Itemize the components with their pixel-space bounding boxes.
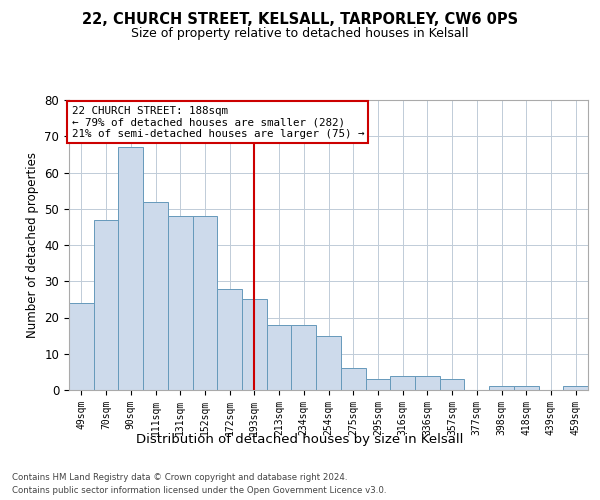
Bar <box>118 147 143 390</box>
Bar <box>217 288 242 390</box>
Y-axis label: Number of detached properties: Number of detached properties <box>26 152 39 338</box>
Bar <box>267 325 292 390</box>
Bar <box>242 300 267 390</box>
Bar <box>143 202 168 390</box>
Bar <box>94 220 118 390</box>
Text: Contains public sector information licensed under the Open Government Licence v3: Contains public sector information licen… <box>12 486 386 495</box>
Bar <box>440 379 464 390</box>
Text: 22 CHURCH STREET: 188sqm
← 79% of detached houses are smaller (282)
21% of semi-: 22 CHURCH STREET: 188sqm ← 79% of detach… <box>71 106 364 139</box>
Bar <box>316 336 341 390</box>
Bar <box>168 216 193 390</box>
Bar <box>365 379 390 390</box>
Bar <box>489 386 514 390</box>
Bar <box>69 303 94 390</box>
Text: 22, CHURCH STREET, KELSALL, TARPORLEY, CW6 0PS: 22, CHURCH STREET, KELSALL, TARPORLEY, C… <box>82 12 518 28</box>
Bar <box>390 376 415 390</box>
Text: Distribution of detached houses by size in Kelsall: Distribution of detached houses by size … <box>136 432 464 446</box>
Bar <box>193 216 217 390</box>
Bar <box>563 386 588 390</box>
Bar <box>514 386 539 390</box>
Bar <box>341 368 365 390</box>
Text: Contains HM Land Registry data © Crown copyright and database right 2024.: Contains HM Land Registry data © Crown c… <box>12 472 347 482</box>
Text: Size of property relative to detached houses in Kelsall: Size of property relative to detached ho… <box>131 28 469 40</box>
Bar <box>292 325 316 390</box>
Bar <box>415 376 440 390</box>
